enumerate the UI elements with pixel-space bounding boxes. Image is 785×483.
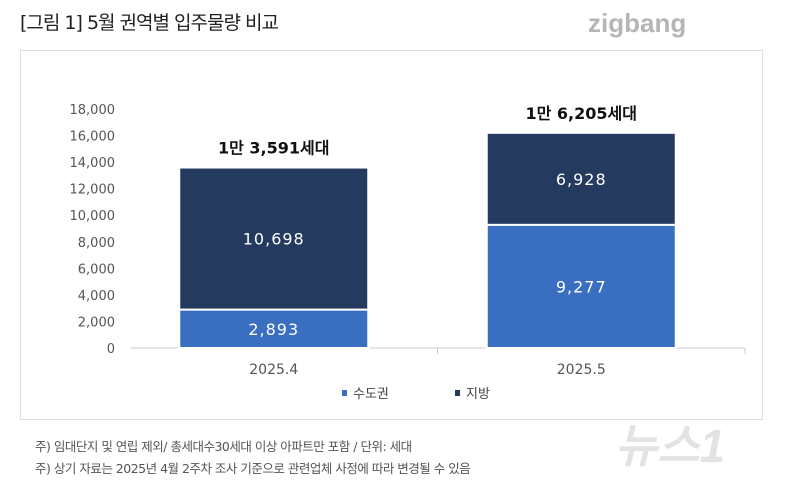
y-tick-label: 8,000 [78, 236, 115, 251]
y-tick-label: 6,000 [78, 262, 115, 277]
y-tick-label: 14,000 [70, 156, 116, 171]
y-tick-label: 10,000 [70, 209, 116, 224]
zigbang-logo: zigbang [588, 8, 687, 38]
legend-label: 지방 [466, 387, 490, 402]
note-2: 주) 상기 자료는 2025년 4월 2주차 조사 기준으로 관련업체 사정에 … [35, 461, 471, 476]
bar-수도권 [178, 308, 370, 350]
legend-marker [455, 390, 460, 396]
note-1: 주) 임대단지 및 연립 제외/ 총세대수30세대 이상 아파트만 포함 / 단… [35, 439, 412, 454]
y-tick-label: 2,000 [78, 315, 115, 330]
data-label: 9,277 [556, 277, 607, 296]
page-title: [그림 1] 5월 권역별 입주물량 비교 [20, 12, 279, 34]
y-tick-label: 4,000 [78, 289, 115, 304]
legend-marker [342, 390, 347, 396]
data-label: 6,928 [556, 170, 607, 189]
x-tick-label: 2025.5 [557, 362, 606, 378]
news1-watermark: 뉴스1 [615, 420, 726, 472]
y-tick-label: 0 [107, 342, 115, 357]
y-tick-label: 16,000 [70, 130, 116, 145]
x-tick-label: 2025.4 [249, 362, 298, 378]
bar-지방 [485, 131, 677, 226]
total-label: 1만 6,205세대 [526, 104, 637, 123]
total-label: 1만 3,591세대 [218, 139, 329, 158]
y-tick-label: 12,000 [70, 183, 116, 198]
data-label: 10,698 [243, 230, 305, 249]
bar-지방 [178, 166, 370, 311]
bar-수도권 [485, 223, 677, 349]
y-tick-label: 18,000 [70, 103, 116, 118]
legend-label: 수도권 [353, 387, 389, 402]
data-label: 2,893 [248, 320, 299, 339]
chart-frame [20, 50, 763, 420]
